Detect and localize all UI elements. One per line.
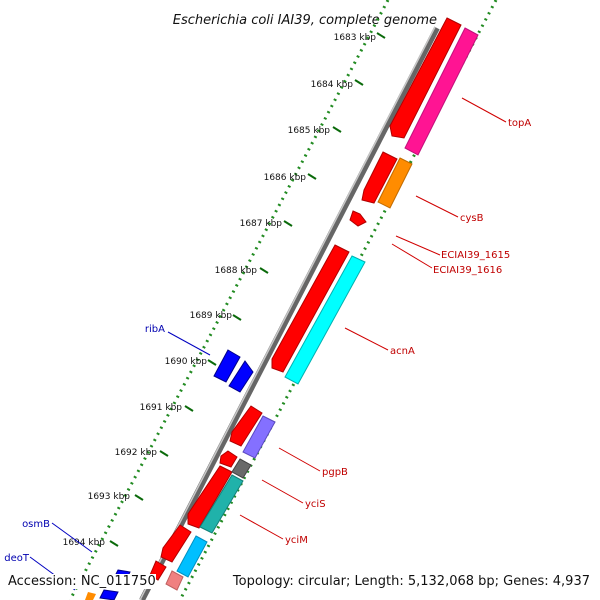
gene-ECIAI39_1615[interactable] xyxy=(349,210,367,227)
leader-line-topA xyxy=(461,97,507,123)
gene-label-ribA[interactable]: ribA xyxy=(145,324,165,335)
leader-line-yciS xyxy=(261,479,304,504)
leader-line-ECIAI39_1616 xyxy=(391,243,433,269)
gene-deoT[interactable] xyxy=(99,589,119,600)
gene-label-cysB[interactable]: cysB xyxy=(460,213,484,224)
gene-label-ECIAI39_1616[interactable]: ECIAI39_1616 xyxy=(433,265,502,276)
leader-line-acnA xyxy=(344,327,389,351)
tick-label: 1692 kbp xyxy=(115,448,158,458)
category-bar xyxy=(176,535,208,578)
gene-label-yciM[interactable]: yciM xyxy=(285,535,308,546)
tick-label: 1689 kbp xyxy=(190,311,233,321)
leader-line-ECIAI39_1615 xyxy=(395,235,441,256)
gene-forward-cds[interactable] xyxy=(160,524,192,563)
gene-label-acnA[interactable]: acnA xyxy=(390,346,415,357)
tick-label: 1684 kbp xyxy=(311,80,354,90)
gene-pgpB[interactable] xyxy=(229,405,263,447)
gene-label-deoT[interactable]: deoT xyxy=(4,553,30,564)
tick-mark xyxy=(307,173,317,180)
tick-mark xyxy=(259,267,269,274)
tick-mark xyxy=(376,32,386,39)
tick-mark xyxy=(109,540,119,547)
leader-line-ribA xyxy=(167,331,211,356)
tick-label: 1688 kbp xyxy=(215,266,258,276)
accession-text: Accession: NC_011750 xyxy=(8,574,156,589)
genome-backbone-highlight xyxy=(139,26,436,600)
tick-label: 1686 kbp xyxy=(264,173,307,183)
tick-mark xyxy=(354,79,364,86)
tick-label: 1683 kbp xyxy=(334,33,377,43)
tick-label: 1691 kbp xyxy=(140,403,183,413)
gene-reverse-cds-orange xyxy=(85,592,96,600)
leader-line-osmB xyxy=(51,522,93,553)
category-bar-yciS xyxy=(231,458,252,479)
gene-label-topA[interactable]: topA xyxy=(508,118,531,129)
category-bar-acnA xyxy=(284,255,366,385)
category-bar-yciM xyxy=(199,474,244,534)
gene-label-yciS[interactable]: yciS xyxy=(305,499,326,510)
gene-acnA[interactable] xyxy=(271,244,350,373)
gc-content-track-inner xyxy=(68,0,390,600)
gene-yciM[interactable] xyxy=(187,465,233,529)
tick-label: 1685 kbp xyxy=(288,126,331,136)
tick-label: 1690 kbp xyxy=(165,357,208,367)
category-bar xyxy=(165,570,184,591)
category-bar-cysB xyxy=(377,157,413,209)
category-bar-topA xyxy=(404,27,479,156)
gene-label-ECIAI39_1615[interactable]: ECIAI39_1615 xyxy=(441,250,510,261)
tick-mark xyxy=(159,450,169,457)
tick-mark xyxy=(207,359,217,366)
label-leader-lines xyxy=(29,97,507,591)
tick-mark xyxy=(232,314,242,321)
gene-topA[interactable] xyxy=(389,17,462,139)
tick-mark xyxy=(134,494,144,501)
gene-yciS[interactable] xyxy=(219,450,238,468)
tick-marks xyxy=(109,32,386,547)
tick-mark xyxy=(283,220,293,227)
tick-mark xyxy=(184,405,194,412)
tick-label: 1687 kbp xyxy=(240,219,283,229)
category-bars xyxy=(165,27,479,591)
category-bar-pgpB xyxy=(242,415,276,459)
tick-label: 1694 kbp xyxy=(63,538,106,548)
gene-ribA[interactable] xyxy=(213,349,241,383)
gene-cysB[interactable] xyxy=(361,151,398,204)
topology-text: Topology: circular; Length: 5,132,068 bp… xyxy=(232,574,590,589)
forward-strand-features xyxy=(149,17,462,581)
leader-line-yciM xyxy=(239,514,284,540)
leader-line-pgpB xyxy=(278,447,321,472)
gene-ribA-part[interactable] xyxy=(228,360,254,393)
gene-label-osmB[interactable]: osmB xyxy=(22,519,50,530)
gene-label-pgpB[interactable]: pgpB xyxy=(322,467,348,478)
tick-label: 1693 kbp xyxy=(88,492,131,502)
tick-mark xyxy=(332,126,342,133)
genome-backbone xyxy=(139,26,440,600)
map-title: Escherichia coli IAI39, complete genome xyxy=(173,13,437,28)
leader-line-cysB xyxy=(415,195,459,218)
